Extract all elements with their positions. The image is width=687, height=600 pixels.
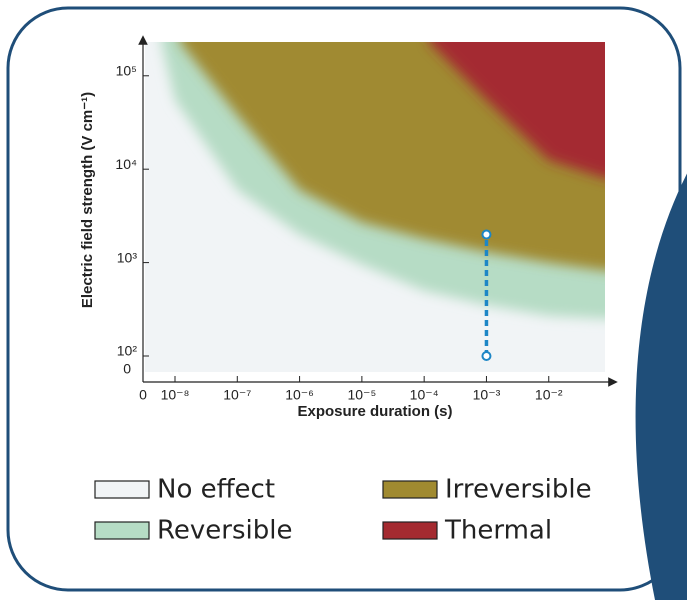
y-tick-label: 10⁴ <box>115 156 137 172</box>
decorative-shape <box>635 150 687 600</box>
x-tick-label: 10⁻² <box>535 387 563 403</box>
y-tick-label: 10⁵ <box>116 62 137 78</box>
legend-swatch <box>382 521 438 540</box>
region <box>429 42 605 179</box>
x-zero-label: 0 <box>139 387 147 403</box>
y-tick-label: 10³ <box>117 249 138 265</box>
x-tick-label: 10⁻⁶ <box>285 387 314 403</box>
y-tick-label: 10² <box>117 343 138 359</box>
legend-swatch <box>382 480 438 499</box>
marker-point <box>481 229 492 240</box>
marker-point <box>481 351 492 361</box>
legend-swatch <box>94 521 150 540</box>
legend-label: Reversible <box>157 516 292 546</box>
legend-label: No effect <box>157 475 275 505</box>
x-tick-label: 10⁻⁸ <box>161 387 190 403</box>
y-zero-label: 0 <box>123 361 131 377</box>
chart: 10⁻⁸ 10⁻⁷ 10⁻⁶ 10⁻⁵ 10⁻⁴ 10⁻³ 10⁻² 10² 10³ 10⁴ 10⁵… <box>79 35 618 546</box>
regions <box>161 42 605 319</box>
x-tick-label: 10⁻⁷ <box>223 387 251 403</box>
x-axis-title: Exposure duration (s) <box>297 403 452 420</box>
legend-label: Thermal <box>444 516 552 546</box>
x-tick-label: 10⁻⁴ <box>410 387 439 403</box>
legend-label: Irreversible <box>445 475 592 505</box>
x-tick-label: 10⁻³ <box>473 387 501 403</box>
x-tick-label: 10⁻⁵ <box>347 387 376 403</box>
y-axis-title: Electric field strength (V cm⁻¹) <box>79 92 96 308</box>
legend-swatch <box>94 480 150 499</box>
